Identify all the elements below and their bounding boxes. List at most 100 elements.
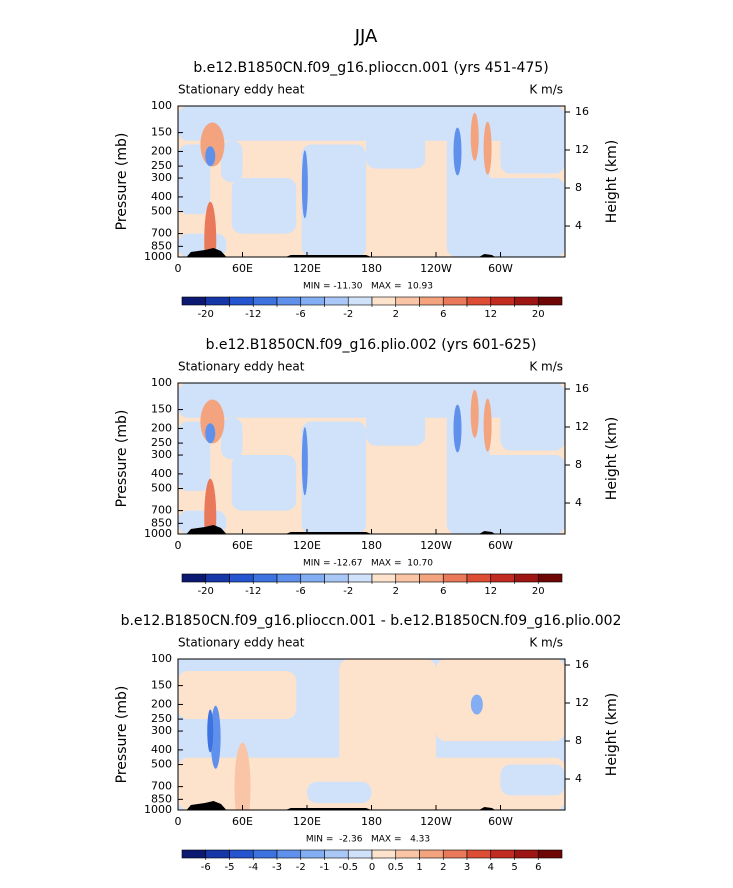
x-tick-label: 120E	[293, 539, 321, 552]
y2-tick-label: 12	[575, 143, 589, 156]
x-tick-label: 0	[175, 539, 182, 552]
x-tick-label: 120E	[293, 262, 321, 275]
contour-fill	[221, 140, 243, 183]
colorbar-box	[181, 573, 207, 583]
y2-axis-title: Height (km)	[604, 417, 620, 500]
contour-fill	[234, 742, 251, 810]
colorbar-box	[514, 573, 539, 583]
y-tick-label: 150	[151, 403, 172, 416]
colorbar-label: -6	[201, 862, 211, 873]
colorbar-box	[419, 849, 444, 859]
contour-fill	[178, 670, 297, 720]
y-tick-label: 200	[151, 421, 172, 434]
contour-fill	[301, 150, 308, 219]
x-tick-label: 60E	[232, 815, 253, 828]
y2-tick-label: 8	[575, 181, 582, 194]
x-tick-label: 120W	[420, 539, 452, 552]
right-label: K m/s	[529, 636, 563, 650]
y2-tick-label: 16	[575, 382, 589, 395]
y-tick-label: 700	[151, 227, 172, 240]
left-label: Stationary eddy heat	[178, 360, 305, 374]
contour-fill	[468, 178, 565, 257]
y2-axis-title: Height (km)	[604, 140, 620, 223]
contour-fill	[221, 417, 243, 460]
contour-fill	[453, 404, 462, 453]
y-tick-label: 1000	[144, 250, 172, 263]
colorbar-box	[442, 849, 468, 859]
y-tick-label: 700	[151, 780, 172, 793]
contour-fill	[204, 478, 217, 534]
colorbar-box	[229, 573, 254, 583]
contour-fill	[204, 201, 217, 257]
colorbar-label: 1	[416, 862, 422, 873]
y-tick-label: 850	[151, 792, 172, 805]
colorbar-label: -2	[343, 586, 353, 597]
colorbar-box	[466, 849, 492, 859]
x-tick-label: 60W	[488, 262, 513, 275]
colorbar-box	[205, 296, 230, 306]
colorbar-box	[395, 296, 420, 306]
colorbar-box	[419, 296, 444, 306]
colorbar-label: -20	[198, 586, 214, 597]
y-axis-title: Pressure (mb)	[114, 410, 130, 508]
colorbar-label: 0.5	[388, 862, 404, 873]
contour-fill	[210, 705, 221, 769]
contour-fill	[453, 127, 462, 176]
colorbar-label: 3	[464, 862, 470, 873]
colorbar-box	[300, 296, 325, 306]
colorbar-label: 2	[393, 309, 399, 320]
y-tick-label: 300	[151, 171, 172, 184]
colorbar-label: 2	[393, 586, 399, 597]
colorbar-box	[490, 849, 515, 859]
contour-fill	[470, 389, 479, 438]
colorbar-box	[276, 573, 302, 583]
contour-fill	[205, 146, 216, 167]
colorbar-box	[252, 573, 278, 583]
colorbar-box	[276, 849, 302, 859]
stats: MIN = -2.36 MAX = 4.33	[306, 835, 430, 845]
y-tick-label: 200	[151, 144, 172, 157]
colorbar-label: -20	[198, 309, 214, 320]
contour-fill	[470, 112, 479, 161]
contour-fill	[339, 659, 436, 777]
y2-tick-label: 4	[575, 772, 582, 785]
y-tick-label: 400	[151, 190, 172, 203]
colorbar-box	[205, 849, 230, 859]
contour-fill	[483, 121, 492, 175]
colorbar-box	[229, 849, 254, 859]
colorbar-box	[466, 296, 492, 306]
y-tick-label: 150	[151, 679, 172, 692]
colorbar-box	[537, 296, 563, 306]
contour-fill	[178, 757, 565, 810]
colorbar-box	[490, 296, 515, 306]
y-tick-label: 400	[151, 743, 172, 756]
colorbar-box	[347, 849, 373, 859]
colorbar-box	[324, 296, 349, 306]
colorbar-label: 5	[511, 862, 517, 873]
colorbar-box	[205, 573, 230, 583]
colorbar-box	[324, 849, 349, 859]
colorbar-label: -12	[245, 586, 261, 597]
contour-fill	[446, 383, 490, 534]
colorbar-box	[514, 849, 539, 859]
terrain	[186, 801, 496, 810]
right-label: K m/s	[529, 360, 563, 374]
y-tick-label: 250	[151, 436, 172, 449]
y-tick-label: 250	[151, 159, 172, 172]
y-tick-label: 1000	[144, 803, 172, 816]
contour-fill	[366, 409, 426, 446]
colorbar-box	[252, 296, 278, 306]
y2-tick-label: 8	[575, 734, 582, 747]
contour-fill	[436, 659, 565, 742]
contour-fill	[178, 144, 211, 215]
colorbar-label: -0.5	[338, 862, 358, 873]
contour-fill	[301, 421, 367, 534]
contour-fill	[301, 427, 308, 496]
x-tick-label: 0	[175, 815, 182, 828]
colorbar-box	[395, 573, 420, 583]
y-axis-title: Pressure (mb)	[114, 133, 130, 231]
colorbar-label: 20	[532, 586, 545, 597]
colorbar-label: -3	[272, 862, 282, 873]
y2-tick-label: 16	[575, 105, 589, 118]
colorbar-box	[442, 296, 468, 306]
